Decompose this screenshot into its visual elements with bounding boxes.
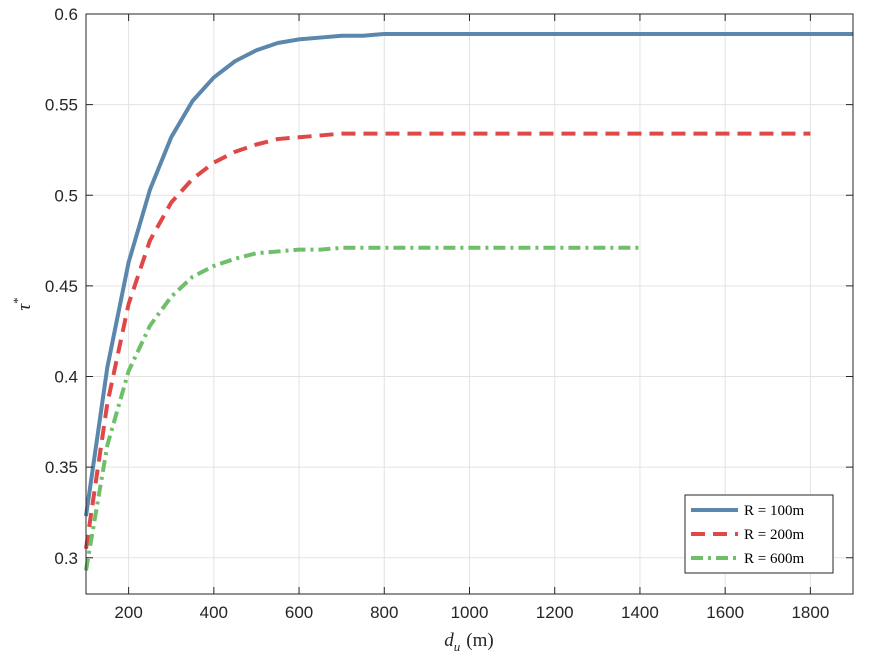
x-tick-label: 200	[114, 603, 142, 622]
x-axis-label-unit: (m)	[466, 630, 493, 651]
x-axis-label-main: d	[444, 630, 454, 651]
y-tick-labels: 0.3 0.35 0.4 0.45 0.5 0.55 0.6	[45, 5, 78, 568]
x-tick-label: 1200	[536, 603, 574, 622]
x-tick-label: 1600	[706, 603, 744, 622]
x-axis-label: du (m)	[444, 630, 493, 654]
series-group	[84, 31, 853, 571]
legend-label-1: R = 100m	[744, 503, 804, 519]
y-axis-label-main: τ	[14, 303, 35, 311]
y-axis-label-sup: *	[10, 297, 25, 304]
series-line-2	[84, 131, 811, 549]
x-tick-label: 400	[200, 603, 228, 622]
y-axis-label: τ*	[10, 297, 35, 310]
legend-label-3: R = 600m	[744, 551, 804, 567]
y-tick-label: 0.5	[54, 186, 78, 205]
y-tick-label: 0.45	[45, 277, 78, 296]
legend: R = 100m R = 200m R = 600m	[684, 494, 834, 574]
legend-label-2: R = 200m	[744, 527, 804, 543]
x-tick-label: 1000	[451, 603, 489, 622]
x-tick-label: 600	[285, 603, 313, 622]
x-tick-label: 1800	[791, 603, 829, 622]
y-tick-label: 0.35	[45, 458, 78, 477]
x-tick-labels: 200 400 600 800 1000 1200 1400 1600 1800	[114, 603, 829, 622]
ticks	[86, 13, 853, 594]
x-axis-label-sub: u	[454, 639, 461, 654]
y-tick-label: 0.3	[54, 549, 78, 568]
y-tick-label: 0.6	[54, 5, 78, 24]
series-line-1	[84, 31, 853, 517]
y-tick-label: 0.55	[45, 96, 78, 115]
x-tick-label: 1400	[621, 603, 659, 622]
y-tick-label: 0.4	[54, 368, 78, 387]
series-line-3	[84, 245, 640, 571]
x-tick-label: 800	[370, 603, 398, 622]
